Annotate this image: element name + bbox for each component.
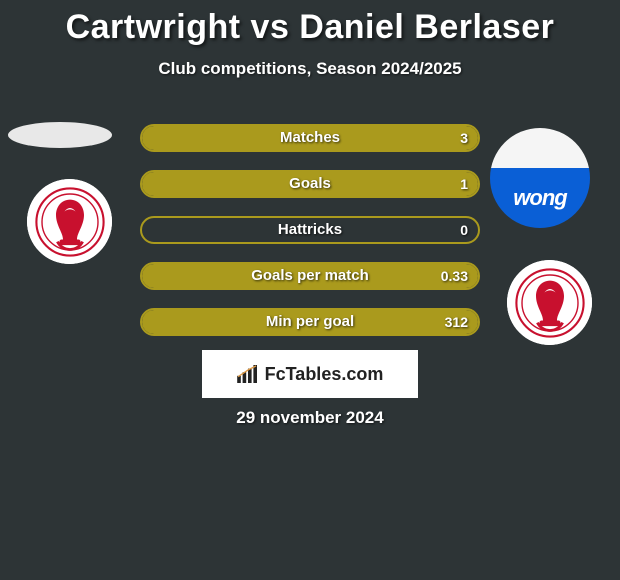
jersey-sponsor-text: wong — [513, 185, 566, 211]
stat-row: Goals1 — [140, 170, 480, 198]
stat-row: Matches3 — [140, 124, 480, 152]
stat-row: Min per goal312 — [140, 308, 480, 336]
player-right-avatar: wong — [490, 128, 590, 228]
stat-label: Hattricks — [142, 218, 478, 242]
brand-box: FcTables.com — [202, 350, 418, 398]
stat-row: Hattricks0 — [140, 216, 480, 244]
bar-chart-icon — [237, 365, 259, 383]
brand-name: FcTables.com — [265, 364, 384, 385]
stat-value-right: 0 — [460, 218, 468, 242]
player-left-avatar — [8, 122, 112, 148]
stat-label: Goals per match — [142, 264, 478, 288]
stat-value-right: 312 — [445, 310, 468, 334]
club-crest-right — [507, 260, 592, 345]
club-crest-icon — [35, 187, 105, 257]
stat-label: Goals — [142, 172, 478, 196]
stat-label: Min per goal — [142, 310, 478, 334]
stat-value-right: 1 — [460, 172, 468, 196]
comparison-card: { "title": "Cartwright vs Daniel Berlase… — [0, 0, 620, 580]
club-crest-icon — [515, 268, 585, 338]
stats-container: Matches3Goals1Hattricks0Goals per match0… — [140, 124, 480, 354]
date-text: 29 november 2024 — [0, 408, 620, 428]
stat-value-right: 0.33 — [441, 264, 468, 288]
stat-label: Matches — [142, 126, 478, 150]
club-crest-left — [27, 179, 112, 264]
stat-value-right: 3 — [460, 126, 468, 150]
subtitle: Club competitions, Season 2024/2025 — [0, 59, 620, 79]
page-title: Cartwright vs Daniel Berlaser — [0, 0, 620, 47]
stat-row: Goals per match0.33 — [140, 262, 480, 290]
